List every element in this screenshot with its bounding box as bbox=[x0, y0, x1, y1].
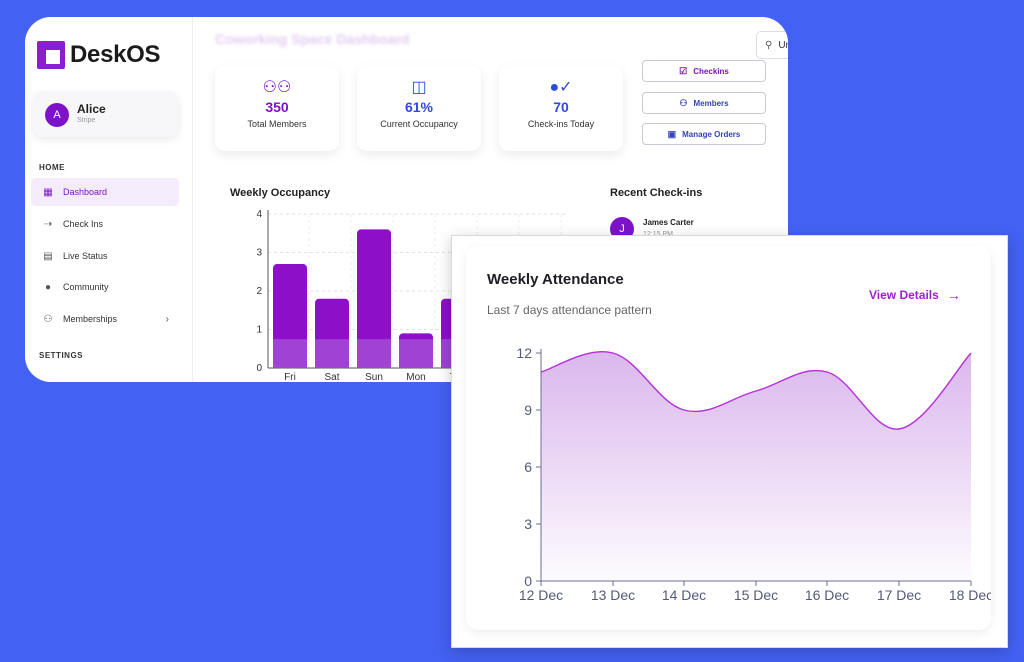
view-details-link[interactable]: View Details → bbox=[869, 287, 961, 303]
stat-label: Total Members bbox=[247, 119, 307, 129]
bar-base bbox=[273, 339, 307, 368]
monitor-icon: ▤ bbox=[43, 250, 53, 262]
app-logo[interactable]: DeskOS bbox=[37, 41, 161, 69]
user-avatar: A bbox=[45, 103, 69, 127]
members-icon: ⚇ bbox=[43, 313, 53, 325]
sidebar-item-community[interactable]: ● Community bbox=[31, 273, 179, 301]
page-title: Coworking Space Dashboard bbox=[215, 31, 410, 47]
check-in-icon: ⇢ bbox=[43, 218, 53, 230]
sidebar-item-live-status[interactable]: ▤ Live Status bbox=[31, 242, 179, 270]
topbar: Coworking Space Dashboard ⚲ Union Square… bbox=[193, 17, 788, 65]
area-fill bbox=[541, 351, 971, 581]
stat-label: Check-ins Today bbox=[527, 119, 595, 129]
x-tick-label: 12 Dec bbox=[519, 587, 563, 603]
stat-value: 61% bbox=[404, 99, 434, 115]
bar-base bbox=[357, 339, 391, 368]
x-tick-label: Fri bbox=[284, 372, 296, 382]
chevron-right-icon: › bbox=[165, 313, 169, 325]
section-home: HOME bbox=[39, 163, 65, 172]
recent-title: Recent Check-ins bbox=[610, 187, 703, 199]
members-button[interactable]: ⚇ Members bbox=[642, 92, 766, 114]
stat-value: 70 bbox=[553, 99, 569, 115]
x-tick-label: Sat bbox=[324, 372, 339, 382]
y-tick-label: 3 bbox=[524, 516, 532, 532]
user-card[interactable]: A Alice Stripe bbox=[33, 91, 179, 137]
occupancy-title: Weekly Occupancy bbox=[230, 187, 331, 199]
y-tick-label: 1 bbox=[256, 325, 262, 336]
bar bbox=[357, 229, 391, 368]
y-tick-label: 12 bbox=[516, 345, 532, 361]
x-tick-label: 15 Dec bbox=[734, 587, 778, 603]
y-tick-label: 9 bbox=[524, 402, 532, 418]
button-label: Members bbox=[693, 98, 729, 108]
sidebar: DeskOS A Alice Stripe HOME ▦ Dashboard ⇢… bbox=[25, 17, 193, 382]
y-tick-label: 4 bbox=[256, 209, 262, 220]
bar-base bbox=[315, 339, 349, 368]
checkins-button[interactable]: ☑ Checkins bbox=[642, 60, 766, 82]
sidebar-item-memberships[interactable]: ⚇ Memberships › bbox=[31, 305, 179, 333]
sidebar-item-check-ins[interactable]: ⇢ Check Ins bbox=[31, 210, 179, 238]
attendance-window: Weekly Attendance Last 7 days attendance… bbox=[451, 235, 1008, 648]
sidebar-item-label: Community bbox=[63, 282, 109, 292]
y-tick-label: 0 bbox=[524, 573, 532, 589]
stat-value: 350 bbox=[265, 99, 289, 115]
bar-base bbox=[399, 339, 433, 368]
desk-icon: ◫ bbox=[411, 79, 427, 96]
x-tick-label: Sun bbox=[365, 372, 383, 382]
button-label: Manage Orders bbox=[682, 129, 741, 139]
attendance-title: Weekly Attendance bbox=[487, 271, 624, 288]
app-name: DeskOS bbox=[70, 41, 161, 68]
sidebar-item-label: Check Ins bbox=[63, 219, 104, 229]
sidebar-item-label: Live Status bbox=[63, 251, 108, 261]
chat-icon: ● bbox=[44, 281, 52, 293]
clipboard-check-icon: ☑ bbox=[679, 65, 688, 76]
y-tick-label: 0 bbox=[256, 363, 262, 374]
button-label: Checkins bbox=[693, 66, 729, 76]
x-tick-label: 17 Dec bbox=[877, 587, 921, 603]
link-label: View Details bbox=[869, 288, 939, 302]
recent-name: James Carter bbox=[643, 218, 694, 227]
user-org: Stripe bbox=[77, 117, 96, 124]
members-icon: ⚇ bbox=[679, 97, 688, 108]
user-check-icon: ●✓ bbox=[549, 79, 573, 96]
y-tick-label: 2 bbox=[256, 286, 262, 297]
location-select[interactable]: ⚲ Union Square ⌄ bbox=[756, 31, 788, 59]
x-tick-label: 14 Dec bbox=[662, 587, 706, 603]
arrow-right-icon: → bbox=[946, 287, 961, 303]
stat-card-check-ins-today: ●✓ 70 Check-ins Today bbox=[499, 65, 623, 151]
user-name: Alice bbox=[77, 102, 106, 116]
dashboard-icon: ▦ bbox=[43, 186, 53, 198]
recent-time: 12:15 PM bbox=[643, 231, 673, 238]
location-pin-icon: ⚲ bbox=[765, 39, 773, 51]
dashboard-window: DeskOS A Alice Stripe HOME ▦ Dashboard ⇢… bbox=[25, 17, 788, 382]
sidebar-item-label: Memberships bbox=[63, 314, 118, 324]
members-icon: ⚇⚇ bbox=[262, 79, 292, 96]
y-tick-label: 6 bbox=[524, 459, 532, 475]
manage-orders-button[interactable]: ▣ Manage Orders bbox=[642, 123, 766, 145]
series-line bbox=[540, 351, 972, 430]
x-tick-label: 16 Dec bbox=[805, 587, 849, 603]
stat-card-current-occupancy: ◫ 61% Current Occupancy bbox=[357, 65, 481, 151]
attendance-card: Weekly Attendance Last 7 days attendance… bbox=[466, 246, 991, 630]
logo-icon bbox=[37, 41, 65, 69]
sidebar-item-dashboard[interactable]: ▦ Dashboard bbox=[31, 178, 179, 206]
stat-card-total-members: ⚇⚇ 350 Total Members bbox=[215, 65, 339, 151]
section-settings: SETTINGS bbox=[39, 351, 84, 360]
x-tick-label: 13 Dec bbox=[591, 587, 635, 603]
bag-icon: ▣ bbox=[667, 128, 677, 139]
y-tick-label: 3 bbox=[256, 248, 262, 259]
x-tick-label: 18 Dec bbox=[949, 587, 991, 603]
attendance-subtitle: Last 7 days attendance pattern bbox=[487, 303, 652, 317]
attendance-chart: 0 3 6 9 12 12 Dec 13 Dec 14 Dec 15 Dec 16 Dec 17 D… bbox=[516, 345, 991, 603]
sidebar-item-label: Dashboard bbox=[63, 187, 108, 197]
stat-label: Current Occupancy bbox=[380, 119, 458, 129]
location-value: Union Square bbox=[778, 39, 788, 51]
x-tick-label: Mon bbox=[406, 372, 425, 382]
